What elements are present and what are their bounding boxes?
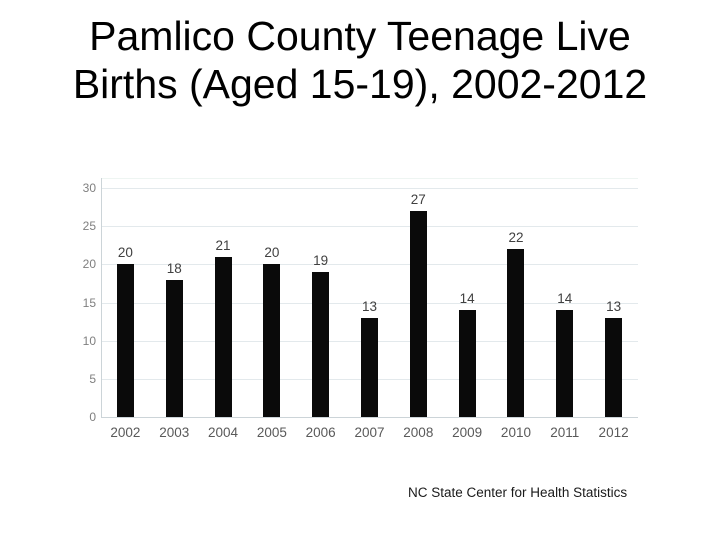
y-axis-tick-label: 0 (89, 410, 96, 424)
bar-value-label: 21 (215, 237, 231, 253)
x-axis-tick-label: 2010 (500, 425, 531, 440)
x-axis-tick-label: 2011 (550, 425, 580, 440)
x-axis-tick-label: 2002 (110, 425, 141, 440)
bar-value-label: 22 (508, 230, 524, 246)
y-axis-tick-label: 20 (82, 257, 96, 272)
y-axis-line (101, 178, 102, 417)
bar-value-label: 14 (459, 291, 475, 307)
y-axis-tick-label: 15 (82, 295, 96, 310)
y-axis-tick-label: 30 (82, 181, 96, 195)
bar-value-label: 13 (361, 298, 378, 314)
bar-value-label: 20 (264, 245, 280, 261)
bar-value-label: 20 (117, 245, 133, 261)
page-title: Pamlico County Teenage Live Births (Aged… (0, 12, 720, 108)
x-axis-tick-label: 2009 (452, 425, 483, 440)
gridline (101, 188, 638, 189)
bar-value-label: 18 (166, 260, 182, 276)
bar-2007 (361, 317, 378, 417)
bar-2002 (116, 264, 134, 417)
bar-2008 (409, 210, 427, 417)
bar-value-label: 13 (606, 298, 622, 314)
bar-2011 (556, 310, 574, 417)
gridline (101, 302, 638, 304)
x-axis-line (101, 417, 638, 418)
x-axis-tick-label: 2005 (256, 425, 287, 440)
gridline (101, 264, 638, 266)
x-axis-tick-label: 2003 (159, 425, 190, 440)
y-axis-tick-label: 5 (89, 371, 96, 386)
bar-2003 (165, 279, 183, 417)
plot-top-border (101, 178, 638, 179)
y-axis-tick-label: 10 (82, 333, 96, 348)
x-axis-tick-label: 2004 (208, 425, 239, 440)
bar-2005 (263, 264, 281, 417)
bar-value-label: 27 (410, 191, 426, 207)
y-axis-tick-label: 25 (82, 219, 96, 234)
bar-2006 (312, 271, 330, 417)
bar-2009 (458, 310, 476, 417)
bar-2012 (605, 317, 623, 417)
gridline (101, 226, 638, 228)
bar-value-label: 19 (313, 252, 329, 268)
bar-value-label: 14 (557, 291, 573, 307)
footer-credit: NC State Center for Health Statistics (408, 485, 628, 500)
x-axis-tick-label: 2007 (354, 425, 385, 440)
page-title-line-1: Pamlico County Teenage Live (89, 13, 631, 59)
x-axis-tick-label: 2008 (403, 425, 434, 440)
bar-2010 (507, 249, 525, 417)
x-axis-tick-label: 2012 (598, 425, 629, 440)
page-title-line-2: Births (Aged 15-19), 2002-2012 (72, 61, 648, 107)
x-axis-tick-label: 2006 (305, 425, 336, 440)
bar-2004 (214, 256, 232, 417)
